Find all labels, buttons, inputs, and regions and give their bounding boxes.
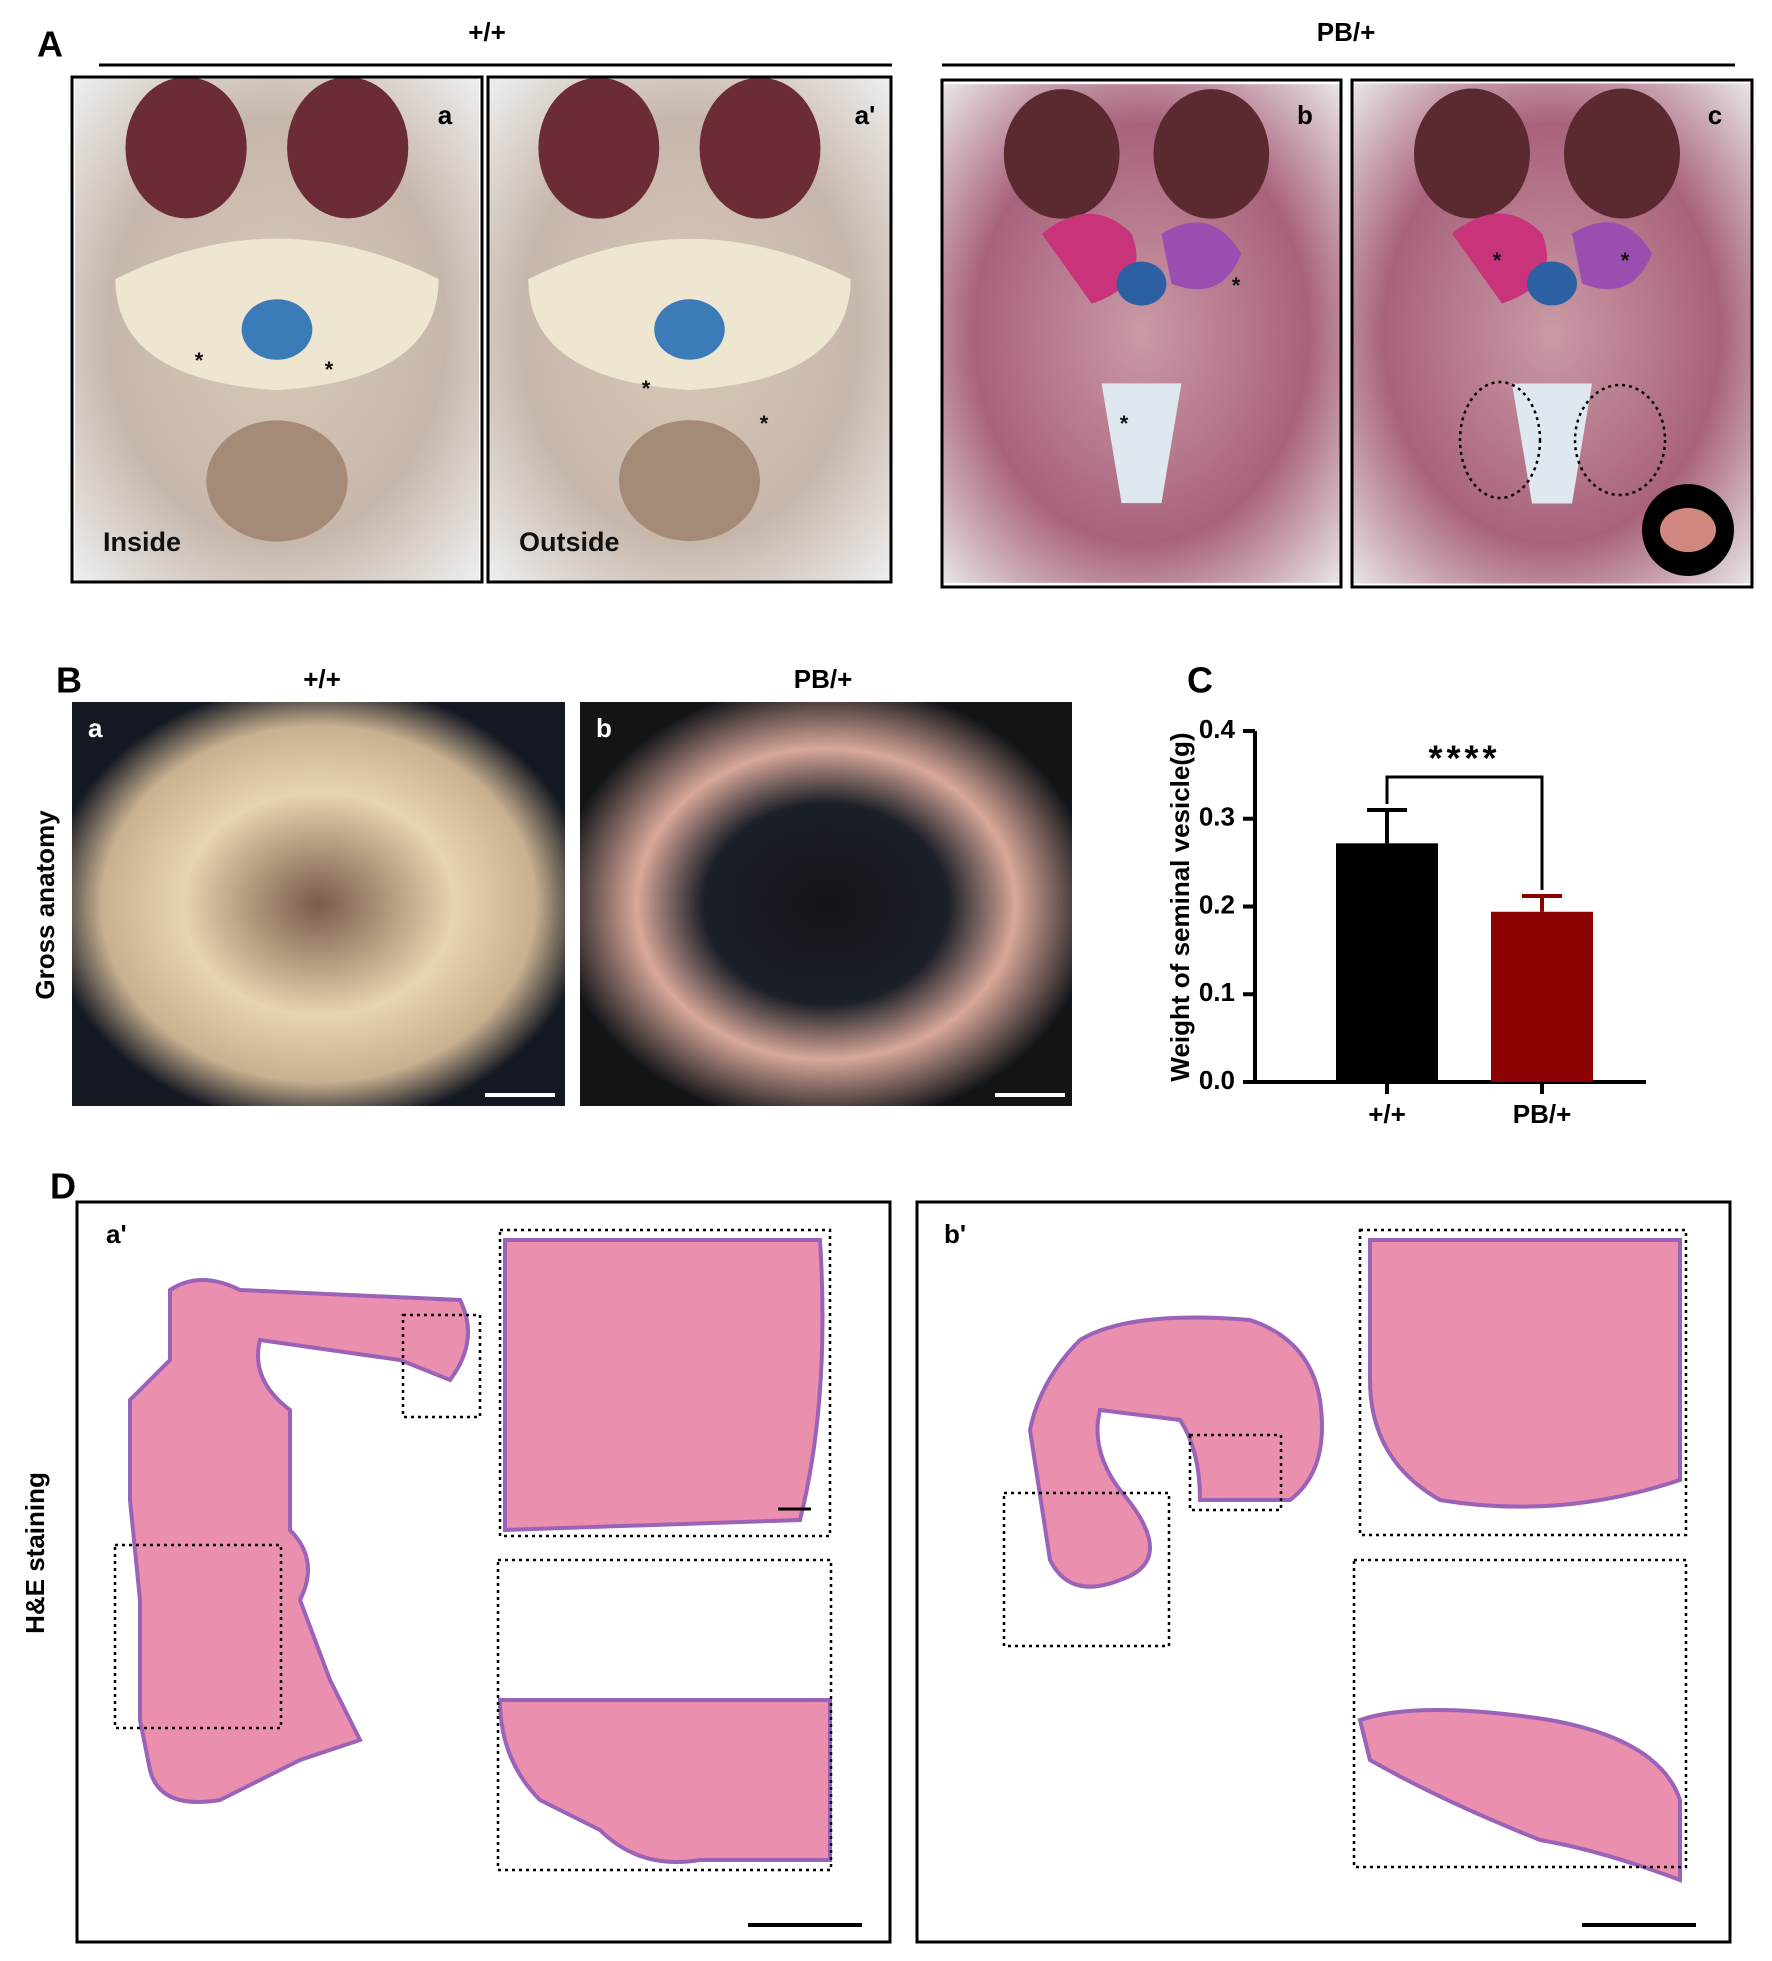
image-tag: a <box>438 100 453 130</box>
zoom-box <box>1352 1558 1688 1869</box>
photo-frame <box>486 75 893 584</box>
photo <box>72 702 565 1106</box>
tissue-inset <box>1357 1708 1682 1883</box>
tissue <box>128 1238 1682 1883</box>
photo <box>942 84 1341 583</box>
asterisk: * <box>1120 411 1129 436</box>
asterisk: * <box>325 357 334 382</box>
genotype-label: +/+ <box>303 664 341 694</box>
image-tag: b <box>1297 100 1313 130</box>
y-tick-label: 0.1 <box>1199 977 1235 1007</box>
outline <box>1573 383 1667 497</box>
image-tag: a <box>88 713 103 743</box>
image-tag: a' <box>106 1219 127 1249</box>
image-tag: a' <box>855 100 876 130</box>
genotype-label: PB/+ <box>794 664 853 694</box>
tissue-inset <box>503 1238 825 1533</box>
photo-frame <box>70 75 484 584</box>
photo-frame <box>940 78 1343 589</box>
y-tick-label: 0.3 <box>1199 802 1235 832</box>
asterisk: * <box>760 411 769 436</box>
tissue-inset <box>497 1698 832 1864</box>
zoom-box <box>1188 1433 1283 1512</box>
bar <box>1491 911 1593 1082</box>
row-label: H&E staining <box>20 1472 50 1634</box>
panel-label: C <box>1187 660 1213 701</box>
image-tag: b' <box>944 1219 966 1249</box>
significance-bracket <box>1385 775 1544 890</box>
panel-label: B <box>56 660 82 701</box>
image-tag: b <box>596 713 612 743</box>
zoom-box <box>401 1313 482 1419</box>
photo-frame <box>1350 78 1754 589</box>
tissue-section <box>128 1278 470 1804</box>
zoom-box <box>1002 1491 1171 1648</box>
image-caption: Inside <box>103 527 181 557</box>
tissue-section <box>1027 1315 1324 1589</box>
significance-label: **** <box>1428 738 1500 779</box>
tissue-inset <box>1368 1238 1682 1509</box>
zoom-box <box>1358 1228 1688 1537</box>
photo <box>488 77 891 582</box>
image-caption: Outside <box>519 527 620 557</box>
asterisk: * <box>195 348 204 373</box>
zoom-box <box>498 1228 832 1538</box>
genotype-label: +/+ <box>468 17 506 47</box>
photo <box>580 702 1072 1106</box>
image-tag: c <box>1708 100 1722 130</box>
y-tick-label: 0.0 <box>1199 1065 1235 1095</box>
asterisk: * <box>642 376 651 401</box>
outline <box>1458 380 1542 500</box>
panel-label: D <box>50 1166 76 1207</box>
bar <box>1336 843 1438 1082</box>
y-tick-label: 0.4 <box>1199 714 1236 744</box>
y-tick-label: 0.2 <box>1199 889 1235 919</box>
row-label: Gross anatomy <box>30 810 60 1000</box>
inset-photo <box>1660 508 1716 552</box>
y-axis-label: Weight of seminal vesicle(g) <box>1165 732 1195 1081</box>
photo <box>75 77 479 582</box>
asterisk: * <box>1621 248 1630 273</box>
panel-label: A <box>37 24 63 65</box>
asterisk: * <box>1232 273 1241 298</box>
asterisk: * <box>1493 248 1502 273</box>
genotype-label: PB/+ <box>1317 17 1376 47</box>
x-tick-label: +/+ <box>1368 1099 1406 1129</box>
x-tick-label: PB/+ <box>1513 1099 1572 1129</box>
